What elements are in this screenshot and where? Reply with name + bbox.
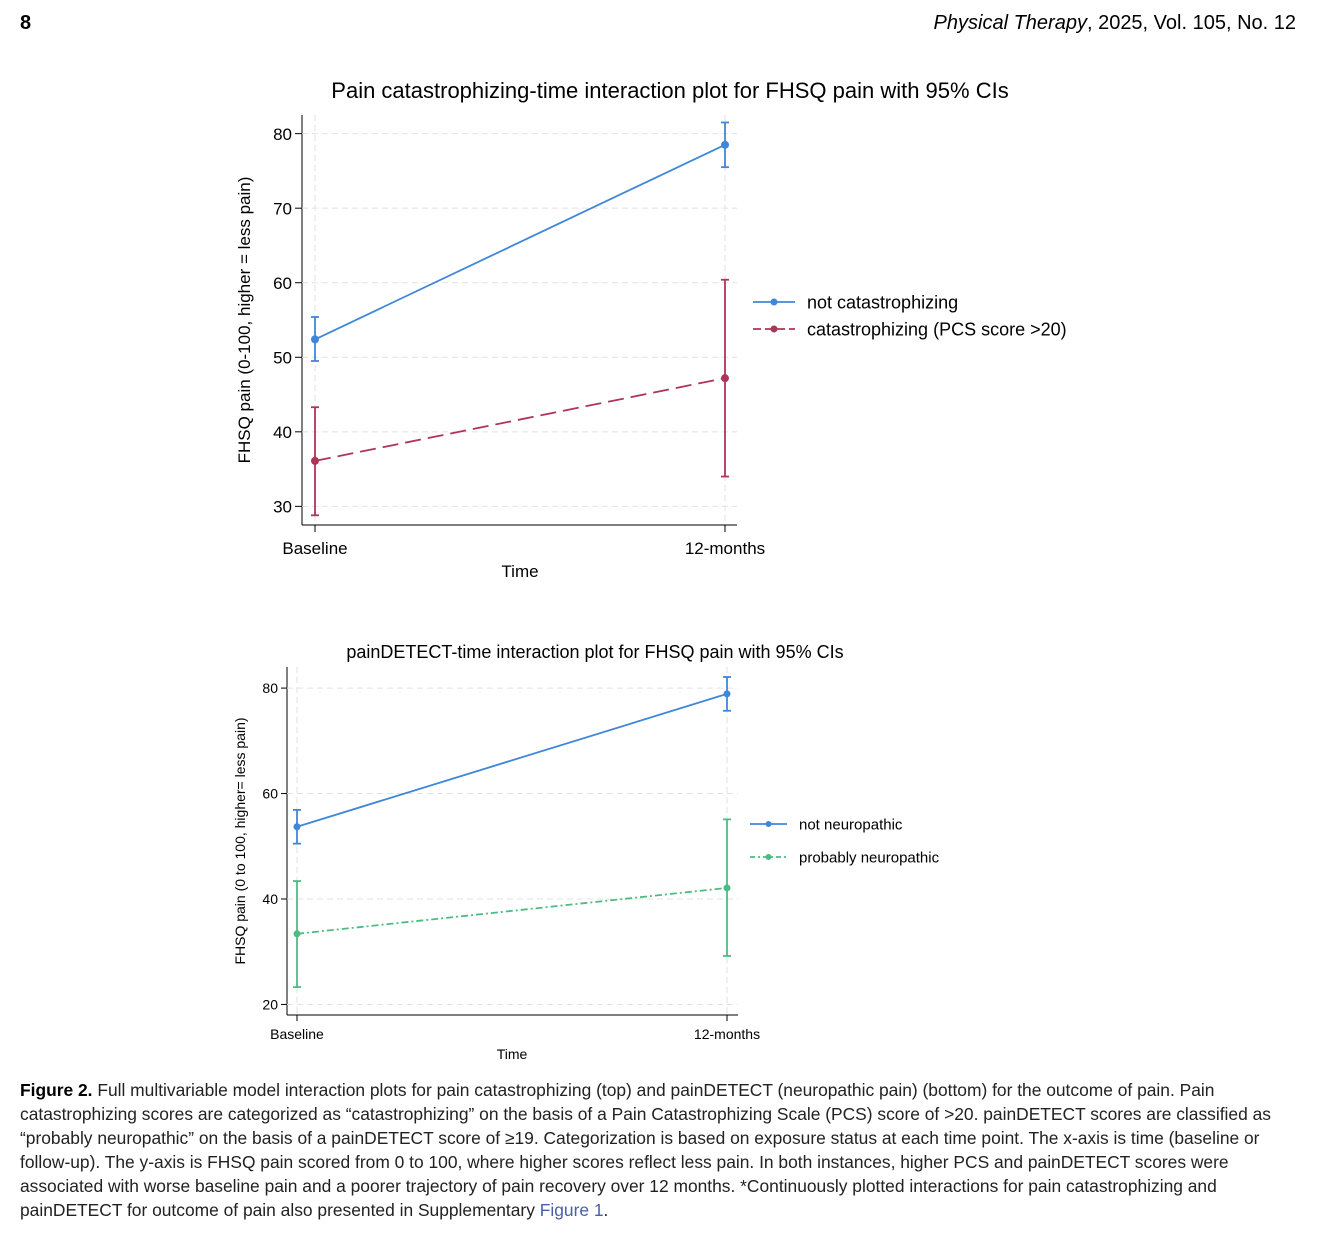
chart2-y-tick-label-40: 40 <box>262 891 278 907</box>
caption-end: . <box>603 1200 609 1220</box>
journal-citation: , 2025, Vol. 105, No. 12 <box>1086 12 1296 34</box>
chart2-y-axis-label: FHSQ pain (0 to 100, higher= less pain) <box>232 717 248 964</box>
chart2-y-tick-label-80: 80 <box>262 680 278 696</box>
chart1-y-tick-label-80: 80 <box>273 125 292 144</box>
chart2-series-1 <box>293 818 731 988</box>
chart1-series-0 <box>311 121 729 362</box>
chart1-series-1 <box>311 278 729 517</box>
chart1-legend-label-1: catastrophizing (PCS score >20) <box>807 319 1067 339</box>
page-number: 8 <box>20 12 32 34</box>
chart2-series-1-line <box>296 887 728 935</box>
chart1-legend-marker-1 <box>770 325 778 333</box>
running-head: Physical Therapy, 2025, Vol. 105, No. 12 <box>934 12 1296 35</box>
chart1-y-tick-label-50: 50 <box>273 348 292 367</box>
chart2-x-axis-label: Time <box>497 1046 528 1062</box>
chart2-series-0 <box>293 676 731 845</box>
chart1-y-tick-label-30: 30 <box>273 497 292 516</box>
chart2-legend-marker-1 <box>765 854 772 860</box>
chart1-series-0-line <box>314 144 726 341</box>
chart1-x-tick-label-1: 12-months <box>685 539 765 558</box>
caption-label: Figure 2. <box>20 1080 93 1100</box>
chart2-legend-marker-0 <box>765 821 772 827</box>
chart1-legend-label-0: not catastrophizing <box>807 292 958 312</box>
chart2-x-tick-label-0: Baseline <box>270 1026 324 1042</box>
figure-caption: Figure 2. Full multivariable model inter… <box>20 1078 1305 1222</box>
chart1-x-axis-label: Time <box>501 562 538 581</box>
chart2-series-1-point-0 <box>293 930 301 938</box>
chart1-series-0-point-1 <box>721 140 729 149</box>
chart2-series-0-point-0 <box>293 823 301 831</box>
chart2-series-0-line <box>296 693 728 828</box>
chart1-series-1-line <box>314 377 726 462</box>
chart2-legend-label-1: probably neuropathic <box>799 849 940 866</box>
journal-name: Physical Therapy <box>933 12 1087 34</box>
chart1-series-1-point-1 <box>721 374 729 383</box>
chart1-y-tick-label-60: 60 <box>273 274 292 293</box>
caption-text: Full multivariable model interaction plo… <box>20 1080 1271 1220</box>
chart1-y-tick-label-70: 70 <box>273 199 292 218</box>
caption-figure-link[interactable]: Figure 1 <box>539 1200 604 1220</box>
chart2-legend-label-0: not neuropathic <box>799 816 903 833</box>
chart2-series-1-point-1 <box>723 884 731 892</box>
chart2-y-tick-label-20: 20 <box>262 996 278 1012</box>
chart1-series-0-point-0 <box>311 335 319 344</box>
chart1-y-tick-label-40: 40 <box>273 423 292 442</box>
chart1-legend-marker-0 <box>770 298 778 306</box>
chart2-x-tick-label-1: 12-months <box>694 1026 760 1042</box>
chart1-series-1-point-0 <box>311 456 319 465</box>
chart1-y-axis-label: FHSQ pain (0-100, higher = less pain) <box>235 177 254 464</box>
chart2-title: painDETECT-time interaction plot for FHS… <box>346 642 843 662</box>
pain-catastrophizing-chart: Pain catastrophizing-time interaction pl… <box>235 78 1067 581</box>
chart2-y-tick-label-60: 60 <box>262 786 278 802</box>
paindetect-chart: painDETECT-time interaction plot for FHS… <box>232 642 940 1062</box>
chart1-title: Pain catastrophizing-time interaction pl… <box>331 78 1008 103</box>
chart2-series-0-point-1 <box>723 690 731 698</box>
chart1-x-tick-label-0: Baseline <box>282 539 347 558</box>
